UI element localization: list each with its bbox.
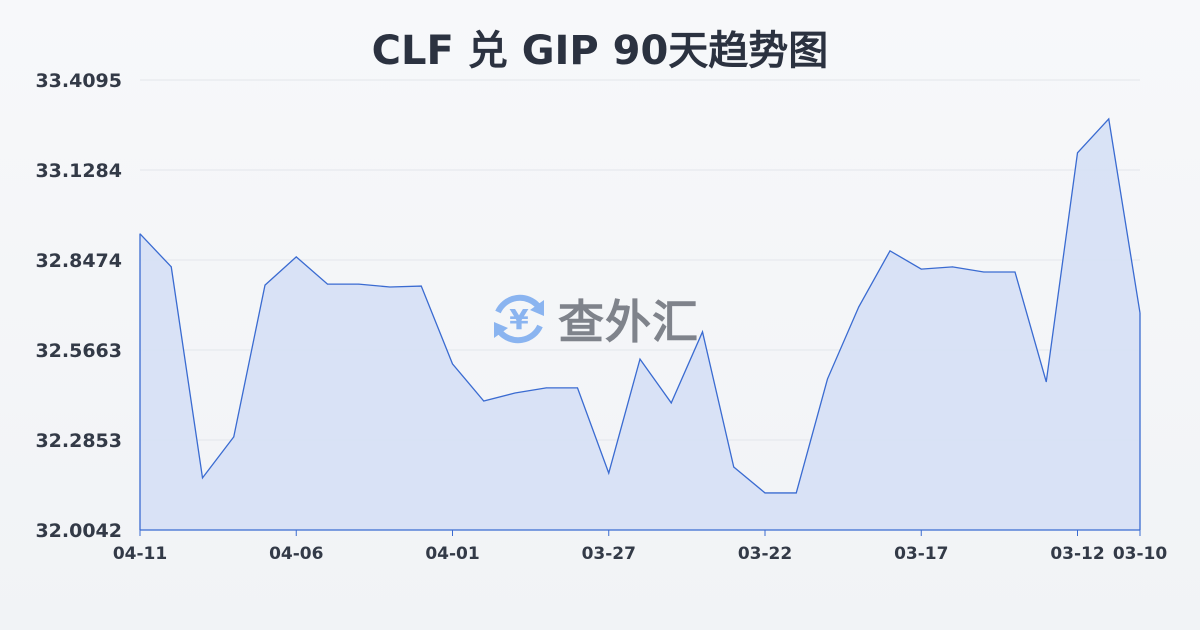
svg-text:¥: ¥: [509, 303, 529, 336]
data-point: [1014, 271, 1016, 273]
data-point: [1139, 312, 1141, 314]
data-point: [577, 387, 578, 389]
x-tick-label: 04-11: [113, 544, 167, 564]
yen-exchange-icon: ¥: [494, 294, 544, 344]
data-point: [1045, 381, 1047, 383]
y-tick-label: 33.1284: [35, 160, 122, 182]
data-point: [608, 472, 610, 474]
data-point: [514, 392, 516, 394]
data-point: [389, 286, 391, 288]
x-tick-label: 03-17: [894, 544, 948, 564]
watermark-text: 查外汇: [558, 295, 699, 349]
y-tick-label: 33.4095: [35, 70, 122, 92]
data-point: [920, 268, 922, 270]
y-tick-label: 32.2853: [35, 430, 122, 452]
data-point: [889, 250, 891, 252]
y-tick-label: 32.8474: [35, 250, 122, 272]
data-point: [858, 306, 860, 308]
data-point: [1108, 118, 1110, 120]
data-point: [420, 285, 422, 287]
data-point: [639, 358, 641, 360]
data-point: [202, 477, 203, 479]
x-tick-label: 03-12: [1050, 544, 1104, 564]
data-point: [764, 492, 766, 494]
y-tick-label: 32.0042: [35, 520, 122, 542]
data-point: [983, 271, 985, 273]
watermark: ¥ 查外汇: [488, 286, 699, 352]
data-point: [452, 363, 453, 365]
data-point: [545, 387, 547, 389]
data-point: [170, 266, 172, 268]
data-point: [827, 378, 828, 380]
data-point: [233, 436, 235, 438]
data-point: [483, 400, 485, 402]
x-tick-label: 03-22: [738, 544, 792, 564]
data-point: [358, 283, 360, 285]
x-tick-label: 04-01: [425, 544, 479, 564]
data-point: [295, 256, 297, 258]
data-point: [670, 402, 672, 404]
data-point: [327, 283, 328, 285]
data-point: [264, 284, 266, 286]
data-point: [952, 266, 953, 268]
data-point: [1077, 152, 1078, 154]
data-point: [139, 233, 141, 235]
x-tick-label: 03-10: [1113, 544, 1168, 564]
data-point: [795, 492, 797, 494]
chart-title: CLF 兑 GIP 90天趋势图: [371, 28, 829, 74]
y-tick-label: 32.5663: [35, 340, 122, 362]
data-point: [702, 331, 703, 333]
x-tick-label: 04-06: [269, 544, 323, 564]
data-point: [733, 466, 735, 468]
x-tick-label: 03-27: [582, 544, 636, 564]
area-fill: [140, 118, 1140, 530]
